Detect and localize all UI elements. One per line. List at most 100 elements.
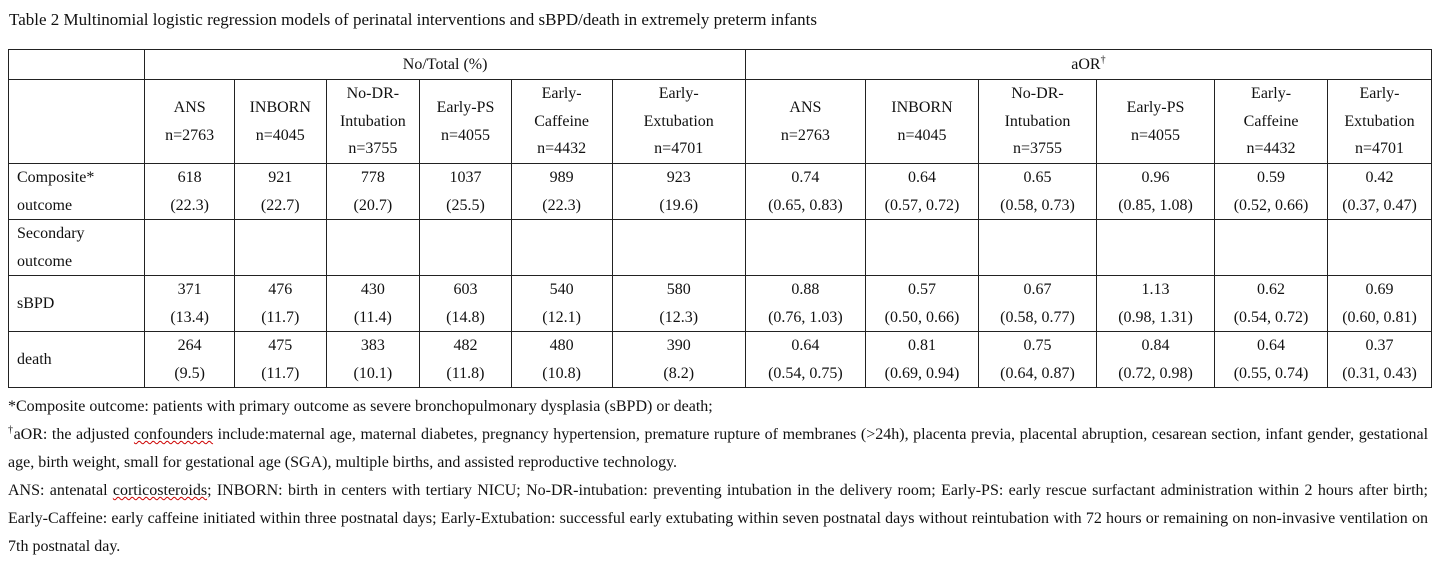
aor-cell-line: 0.69 — [1365, 281, 1394, 298]
footnote-composite: *Composite outcome: patients with primar… — [8, 398, 713, 415]
empty-cell — [144, 219, 235, 276]
count-cell-line: 618 — [177, 169, 202, 186]
aor-cell: 0.37 (0.31, 0.43) — [1327, 331, 1432, 388]
aor-cell-line: (0.98, 1.31) — [1118, 308, 1193, 326]
count-cell-line: 430 — [360, 281, 385, 298]
count-cell: 390 (8.2) — [611, 331, 746, 388]
count-cell-line: 480 — [549, 337, 574, 354]
aor-cell-line: 0.84 — [1141, 337, 1170, 354]
column-name-line: INBORN — [891, 99, 953, 116]
count-cell: 430 (11.4) — [325, 275, 421, 332]
footnote-abbr-text-1: ANS: antenatal — [8, 482, 113, 499]
aor-cell-line: (0.54, 0.72) — [1233, 308, 1309, 326]
count-cell-line: (25.5) — [446, 196, 485, 214]
count-cell-line: (13.4) — [170, 308, 209, 326]
aor-cell: 0.81 (0.69, 0.94) — [864, 331, 979, 388]
count-cell: 540 (12.1) — [510, 275, 613, 332]
aor-cell: 0.74 (0.65, 0.83) — [744, 163, 866, 220]
empty-cell — [233, 219, 327, 276]
column-sample-size: n=4045 — [897, 126, 947, 144]
count-cell-line: (11.8) — [446, 364, 485, 382]
column-name-line: ANS — [789, 99, 822, 116]
count-cell-line: (20.7) — [353, 196, 393, 214]
header-corner — [7, 49, 146, 80]
empty-cell — [864, 219, 979, 276]
aor-cell-line: 0.65 — [1023, 169, 1052, 186]
table-row: sBPD 371 (13.4) 476 (11.7) 430 (11.4) 603 (14.8)… — [7, 275, 1432, 332]
aor-cell: 0.84 (0.72, 0.98) — [1095, 331, 1216, 388]
row-label-line: outcome — [17, 252, 73, 270]
column-header-row: ANS n=2763 INBORN n=4045 No-DR- Intubation n=3… — [7, 79, 1432, 164]
count-cell: 921 (22.7) — [233, 163, 327, 220]
column-name-line: Early- — [1359, 85, 1400, 103]
aor-cell: 0.64 (0.55, 0.74) — [1214, 331, 1329, 388]
aor-cell: 0.67 (0.58, 0.77) — [977, 275, 1098, 332]
count-cell: 1037 (25.5) — [419, 163, 512, 220]
column-name-line: Extubation — [643, 112, 714, 130]
table-title: Table 2 Multinomial logistic regression … — [9, 10, 818, 29]
column-name-line: Early- — [1251, 85, 1292, 103]
aor-cell-line: 0.81 — [907, 337, 936, 354]
column-sample-size: n=2763 — [165, 126, 215, 144]
count-cell: 475 (11.7) — [233, 331, 327, 388]
table-body: Composite* outcome 618 (22.3) 921 (22.7) 778 (2… — [7, 163, 1432, 388]
aor-cell: 0.69 (0.60, 0.81) — [1327, 275, 1432, 332]
column-name-line: Early- — [541, 85, 582, 103]
counts-column-header: Early-PS n=4055 — [419, 79, 512, 164]
count-cell: 989 (22.3) — [510, 163, 613, 220]
count-cell: 778 (20.7) — [325, 163, 421, 220]
footnote-aor-text-2: include:maternal age, maternal diabetes,… — [8, 426, 1429, 471]
column-name-line: No-DR- — [1011, 85, 1064, 103]
count-cell-line: 580 — [666, 281, 691, 298]
aor-cell: 0.88 (0.76, 1.03) — [744, 275, 866, 332]
row-label-line: death — [17, 350, 52, 368]
column-sample-size: n=4432 — [537, 140, 587, 158]
count-cell-line: 1037 — [449, 169, 482, 186]
aor-cell-line: 0.57 — [907, 281, 936, 298]
aor-cell-line: (0.85, 1.08) — [1118, 196, 1193, 214]
empty-cell — [1327, 219, 1432, 276]
row-label: death — [7, 331, 146, 388]
row-label-line: sBPD — [17, 294, 55, 312]
aor-cell-line: (0.60, 0.81) — [1342, 308, 1417, 326]
aor-cell-line: 0.64 — [1257, 337, 1286, 354]
empty-cell — [510, 219, 613, 276]
row-label-line: Secondary — [17, 225, 85, 242]
aor-column-header: No-DR- Intubation n=3755 — [977, 79, 1098, 164]
count-cell-line: (10.8) — [542, 364, 581, 382]
empty-cell — [1214, 219, 1329, 276]
aor-cell-line: (0.54, 0.75) — [768, 364, 843, 382]
footnote-aor: †aOR: the adjusted confounders include:m… — [8, 421, 1428, 477]
aor-cell: 0.42 (0.37, 0.47) — [1327, 163, 1432, 220]
count-cell-line: (14.8) — [446, 308, 485, 326]
header-label-empty — [7, 79, 146, 164]
aor-cell-line: 0.75 — [1023, 337, 1052, 354]
count-cell-line: 476 — [268, 281, 293, 298]
aor-cell-line: (0.69, 0.94) — [884, 364, 960, 382]
count-cell-line: (11.7) — [261, 308, 300, 326]
column-name-line: Caffeine — [534, 112, 590, 130]
aor-cell-line: 0.74 — [791, 169, 820, 186]
empty-cell — [1095, 219, 1216, 276]
count-cell-line: (12.3) — [659, 308, 699, 326]
aor-column-header: INBORN n=4045 — [864, 79, 979, 164]
column-sample-size: n=4055 — [1131, 126, 1181, 144]
count-cell: 383 (10.1) — [325, 331, 421, 388]
count-cell: 603 (14.8) — [419, 275, 512, 332]
aor-cell-line: 0.88 — [791, 281, 820, 298]
count-cell-line: (22.3) — [542, 196, 581, 214]
aor-cell-line: 1.13 — [1141, 281, 1170, 298]
counts-column-header: INBORN n=4045 — [233, 79, 327, 164]
count-cell: 618 (22.3) — [144, 163, 235, 220]
aor-column-header: Early- Extubation n=4701 — [1327, 79, 1432, 164]
group-header-row: No/Total (%) aOR† — [7, 49, 1433, 80]
count-cell: 264 (9.5) — [144, 331, 235, 388]
aor-cell-line: 0.96 — [1141, 169, 1170, 186]
column-sample-size: n=4701 — [654, 140, 704, 158]
aor-cell-line: (0.57, 0.72) — [884, 196, 960, 214]
count-cell-line: 383 — [360, 337, 385, 354]
aor-cell-line: 0.59 — [1257, 169, 1286, 186]
count-cell-line: 264 — [177, 337, 202, 354]
count-cell-line: 482 — [453, 337, 478, 354]
count-cell: 476 (11.7) — [233, 275, 327, 332]
